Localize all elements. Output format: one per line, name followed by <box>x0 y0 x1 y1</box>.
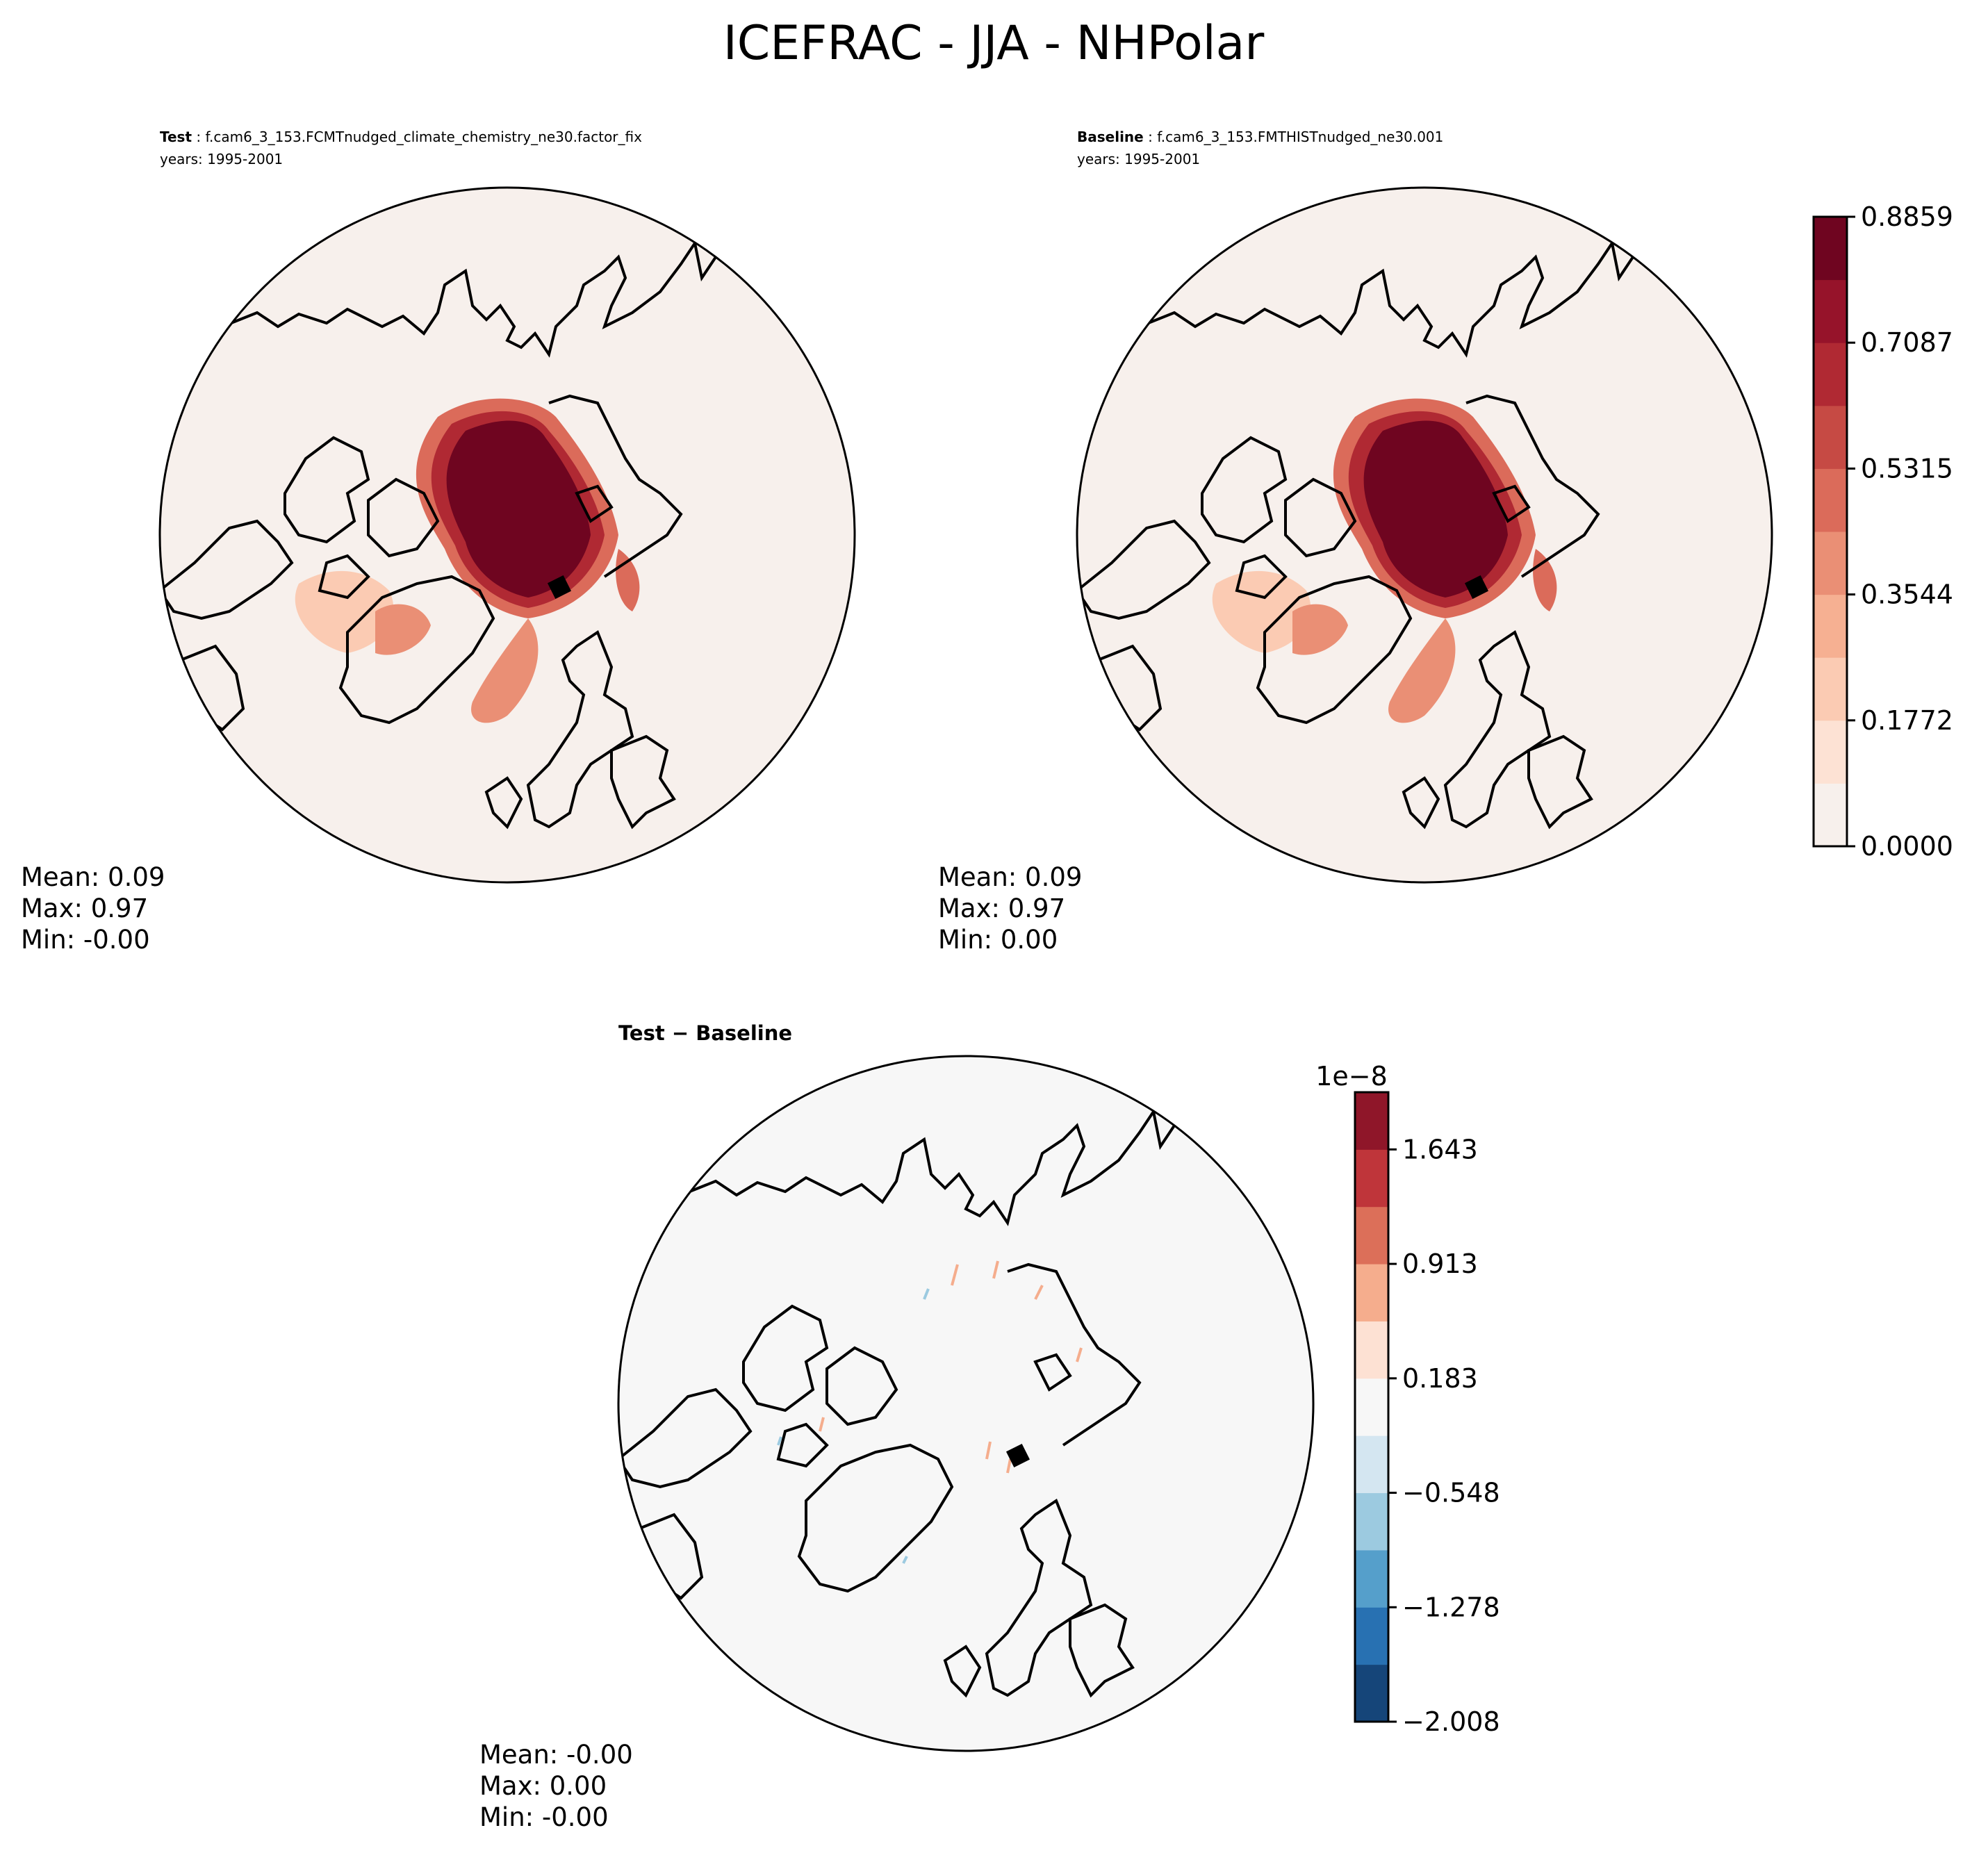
diff-colorbar-offset: 1e−8 <box>1315 1061 1388 1092</box>
diff-colorbar-swatch <box>1355 1435 1388 1494</box>
main-colorbar-swatch <box>1814 217 1847 281</box>
baseline-label: Baseline <box>1077 129 1144 145</box>
baseline-min: Min: 0.00 <box>938 925 1058 955</box>
test-min: Min: -0.00 <box>21 925 150 955</box>
test-mean: Mean: 0.09 <box>21 862 165 892</box>
main-colorbar-swatch <box>1814 657 1847 721</box>
figure-title: ICEFRAC - JJA - NHPolar <box>723 16 1265 71</box>
diff-colorbar-tick-label: 0.183 <box>1402 1363 1478 1394</box>
baseline-years: years: 1995-2001 <box>1077 151 1200 167</box>
diff-colorbar-tick-label: −1.278 <box>1402 1592 1500 1622</box>
main-colorbar-swatch <box>1814 468 1847 532</box>
test-years: years: 1995-2001 <box>160 151 283 167</box>
main-colorbar-swatch <box>1814 405 1847 469</box>
diff-colorbar-swatch <box>1355 1206 1388 1265</box>
baseline-map-boundary <box>1076 186 1773 884</box>
diff-colorbar: −2.008 −1.278 −0.548 0.183 0.913 1.643 <box>1354 1091 1500 1737</box>
baseline-max: Max: 0.97 <box>938 893 1065 923</box>
diff-colorbar-frame <box>1354 1091 1390 1723</box>
main-colorbar-swatch <box>1814 532 1847 595</box>
diff-colorbar-swatch <box>1355 1321 1388 1379</box>
diff-colorbar-swatch <box>1355 1607 1388 1665</box>
main-colorbar-frame <box>1812 215 1848 848</box>
diff-colorbar-tick-label: −2.008 <box>1402 1706 1500 1737</box>
diff-colorbar-tick-label: −0.548 <box>1402 1478 1500 1508</box>
main-colorbar-tick-label: 0.8859 <box>1861 201 1953 232</box>
diff-colorbar-swatch <box>1355 1549 1388 1608</box>
diff-colorbar-swatch <box>1355 1378 1388 1436</box>
test-panel: Test : f.cam6_3_153.FCMTnudged_climate_c… <box>21 129 856 955</box>
diff-colorbar-swatch <box>1355 1264 1388 1321</box>
main-colorbar-tick-label: 0.7087 <box>1861 327 1953 358</box>
diff-colorbar-swatch <box>1355 1092 1388 1150</box>
baseline-case-label: Baseline : f.cam6_3_153.FMTHISTnudged_ne… <box>1077 129 1443 145</box>
diff-colorbar-swatch <box>1355 1492 1388 1551</box>
diff-max: Max: 0.00 <box>479 1771 607 1801</box>
main-colorbar-tick-label: 0.0000 <box>1861 831 1953 862</box>
diff-colorbar-swatch <box>1355 1149 1388 1208</box>
main-colorbar-swatch <box>1814 783 1847 847</box>
diff-panel: Test − Baseline Mean: -0.00 Max: 0.00 Mi… <box>479 1021 1315 1832</box>
baseline-mean: Mean: 0.09 <box>938 862 1082 892</box>
main-colorbar-swatch <box>1814 279 1847 343</box>
diff-colorbar-tick-label: 1.643 <box>1402 1134 1478 1164</box>
test-max: Max: 0.97 <box>21 893 148 923</box>
main-colorbar-tick-label: 0.5315 <box>1861 453 1953 484</box>
test-map-boundary <box>158 186 856 884</box>
test-label: Test <box>160 129 192 145</box>
test-case-name: f.cam6_3_153.FCMTnudged_climate_chemistr… <box>205 129 642 145</box>
diff-min: Min: -0.00 <box>479 1802 609 1832</box>
baseline-map <box>1076 186 1773 884</box>
diff-map-boundary <box>617 1055 1315 1752</box>
diff-colorbar-swatch <box>1355 1664 1388 1722</box>
main-colorbar-tick-label: 0.3544 <box>1861 579 1953 610</box>
main-colorbar-swatch <box>1814 594 1847 658</box>
diff-mean: Mean: -0.00 <box>479 1740 633 1770</box>
diff-map <box>617 1055 1315 1752</box>
test-case-label: Test : f.cam6_3_153.FCMTnudged_climate_c… <box>160 129 642 145</box>
main-colorbar: 0.0000 0.1772 0.3544 0.5315 0.7087 0.8859 <box>1812 201 1953 862</box>
baseline-panel: Baseline : f.cam6_3_153.FMTHISTnudged_ne… <box>938 129 1773 955</box>
main-colorbar-swatch <box>1814 720 1847 784</box>
baseline-case-name: f.cam6_3_153.FMTHISTnudged_ne30.001 <box>1157 129 1443 145</box>
test-map <box>158 186 856 884</box>
main-colorbar-tick-label: 0.1772 <box>1861 705 1953 736</box>
main-colorbar-swatch <box>1814 343 1847 406</box>
diff-colorbar-tick-label: 0.913 <box>1402 1249 1478 1279</box>
diff-title: Test − Baseline <box>618 1021 792 1045</box>
